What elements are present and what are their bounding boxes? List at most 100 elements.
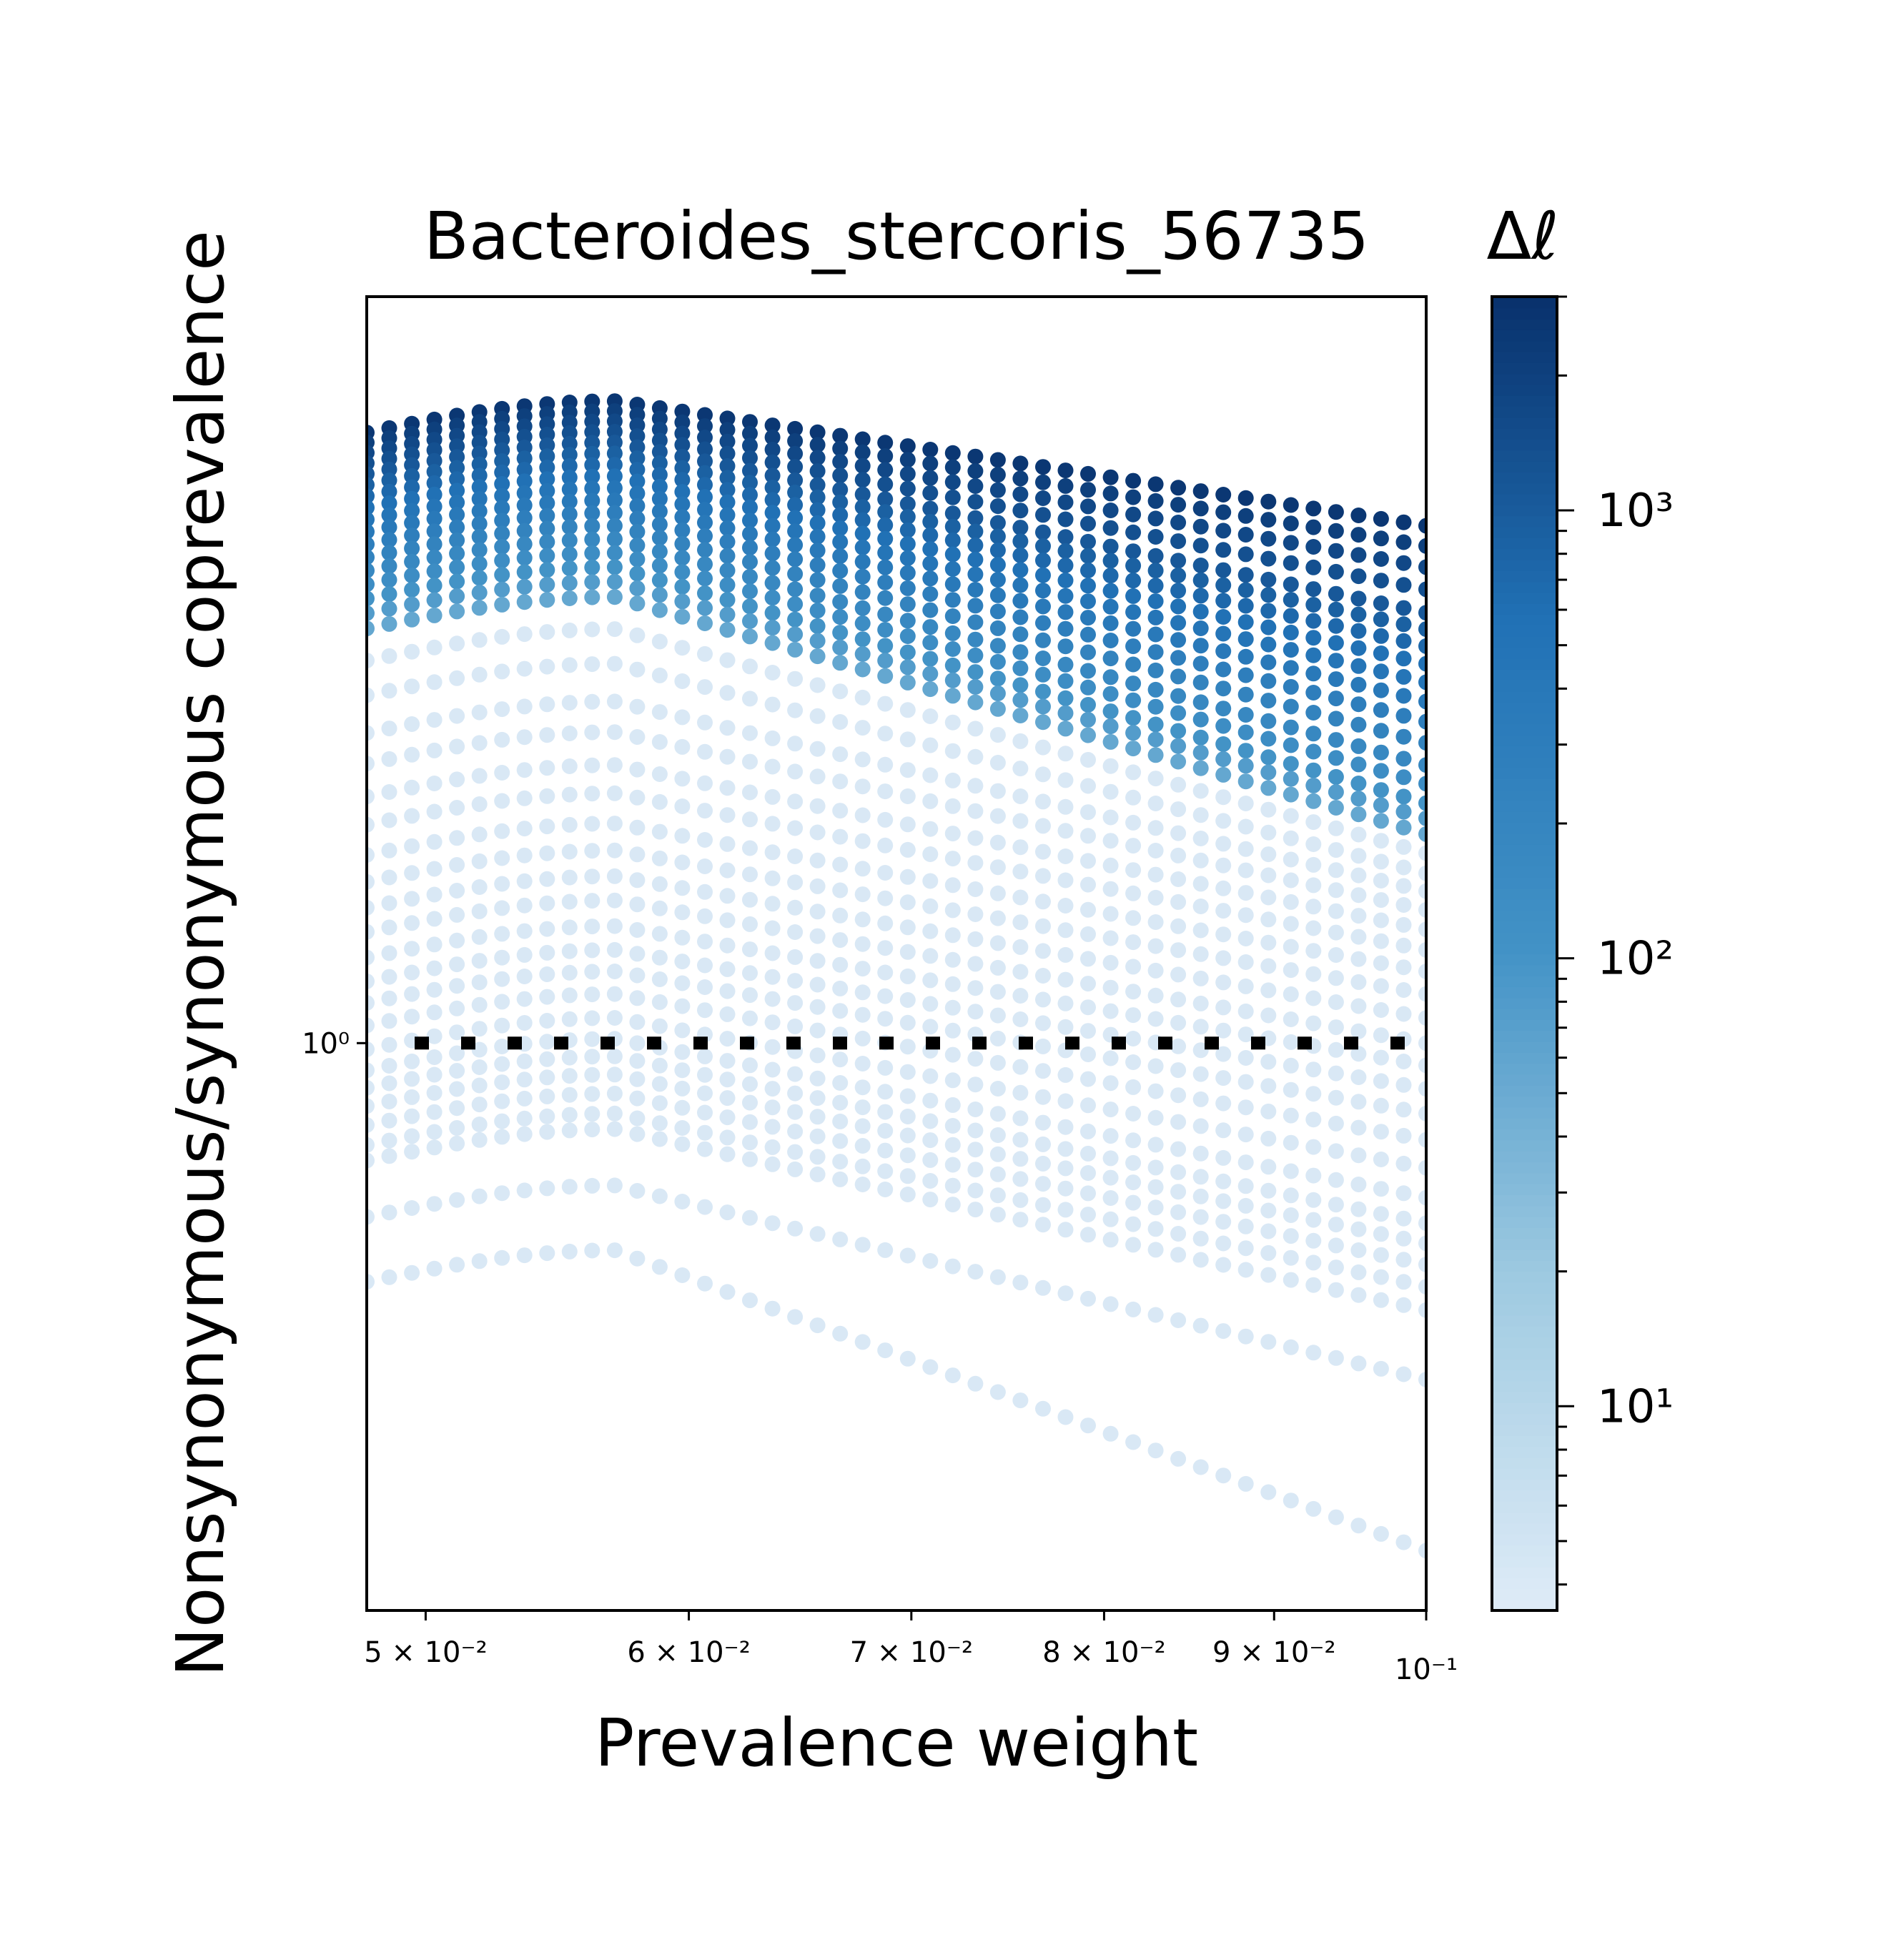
series-curve-18: [367, 621, 1426, 861]
data-point: [1035, 1217, 1051, 1233]
data-point: [1192, 1230, 1209, 1247]
data-point: [449, 857, 465, 873]
data-point: [989, 859, 1006, 876]
data-point: [832, 828, 849, 845]
data-point: [1373, 813, 1389, 829]
data-point: [1215, 736, 1232, 752]
data-point: [1215, 857, 1232, 873]
colorbar-segment: [1492, 866, 1557, 878]
data-point: [742, 891, 758, 908]
data-point: [1283, 1011, 1299, 1027]
data-point: [1035, 1015, 1051, 1031]
colorbar-segment: [1492, 362, 1557, 375]
data-point: [967, 1076, 984, 1093]
data-point: [832, 746, 849, 763]
data-point: [764, 730, 781, 746]
data-point: [629, 661, 646, 678]
data-point: [877, 638, 894, 654]
data-point: [584, 1242, 601, 1259]
data-point: [404, 1128, 420, 1144]
data-point: [742, 753, 758, 770]
data-point: [1260, 673, 1277, 689]
data-point: [1283, 986, 1299, 1002]
data-point: [516, 873, 533, 889]
y-tick-label: 10⁰: [302, 1027, 350, 1060]
data-point: [1328, 691, 1344, 707]
data-point: [899, 674, 916, 691]
data-point: [471, 515, 488, 532]
colorbar-segment: [1492, 921, 1557, 933]
data-point: [1170, 515, 1187, 530]
data-point: [1418, 621, 1426, 638]
data-point: [1102, 598, 1119, 615]
series-curve-38: [367, 1121, 1426, 1318]
data-point: [1260, 693, 1277, 709]
data-point: [494, 949, 510, 966]
data-point: [1035, 553, 1051, 568]
data-point: [854, 539, 871, 555]
data-point: [1170, 668, 1187, 685]
data-point: [1305, 1232, 1322, 1249]
data-point: [1035, 524, 1051, 540]
data-point: [471, 456, 488, 472]
data-point: [561, 546, 578, 563]
data-point: [764, 480, 781, 496]
data-point: [832, 520, 849, 537]
data-point: [764, 788, 781, 805]
data-point: [674, 425, 691, 442]
data-point: [1305, 920, 1322, 936]
data-point: [367, 620, 375, 637]
data-point: [922, 821, 939, 837]
colorbar-segment: [1492, 723, 1557, 736]
data-point: [1057, 995, 1074, 1011]
data-point: [944, 1118, 961, 1134]
data-point: [651, 467, 668, 483]
data-point: [1350, 826, 1367, 843]
data-point: [471, 974, 488, 991]
data-point: [809, 824, 826, 841]
data-point: [1283, 1163, 1299, 1179]
data-point: [1125, 489, 1142, 505]
data-point: [944, 999, 961, 1016]
data-point: [1305, 685, 1322, 701]
data-point: [606, 468, 623, 485]
data-point: [1102, 1150, 1119, 1167]
colorbar-segment: [1492, 833, 1557, 845]
data-point: [922, 602, 939, 618]
data-point: [697, 465, 713, 481]
data-point: [742, 628, 758, 645]
data-point: [584, 1010, 601, 1026]
data-point: [854, 499, 871, 515]
data-point: [1147, 548, 1164, 564]
data-point: [561, 435, 578, 452]
data-point: [967, 1004, 984, 1020]
data-point: [1373, 955, 1389, 971]
data-point: [967, 494, 984, 510]
data-point: [449, 1024, 465, 1041]
data-point: [1418, 713, 1426, 730]
data-point: [516, 790, 533, 806]
data-point: [516, 578, 533, 595]
data-point: [899, 480, 916, 497]
data-point: [854, 553, 871, 570]
colorbar-segment: [1492, 1139, 1557, 1152]
data-point: [922, 737, 939, 753]
data-point: [787, 924, 804, 940]
data-point: [584, 816, 601, 832]
data-point: [1283, 515, 1299, 532]
data-point: [1035, 650, 1051, 666]
data-point: [449, 1063, 465, 1079]
data-point: [989, 755, 1006, 771]
colorbar-segment: [1492, 406, 1557, 418]
data-point: [449, 471, 465, 487]
data-point: [1035, 894, 1051, 910]
data-point: [944, 851, 961, 867]
data-point: [1125, 1194, 1142, 1211]
data-point: [674, 1194, 691, 1209]
data-point: [426, 1028, 443, 1044]
data-point: [471, 1097, 488, 1113]
data-point: [606, 531, 623, 548]
data-point: [719, 534, 736, 550]
data-point: [1237, 1127, 1254, 1143]
data-point: [1373, 1152, 1389, 1167]
